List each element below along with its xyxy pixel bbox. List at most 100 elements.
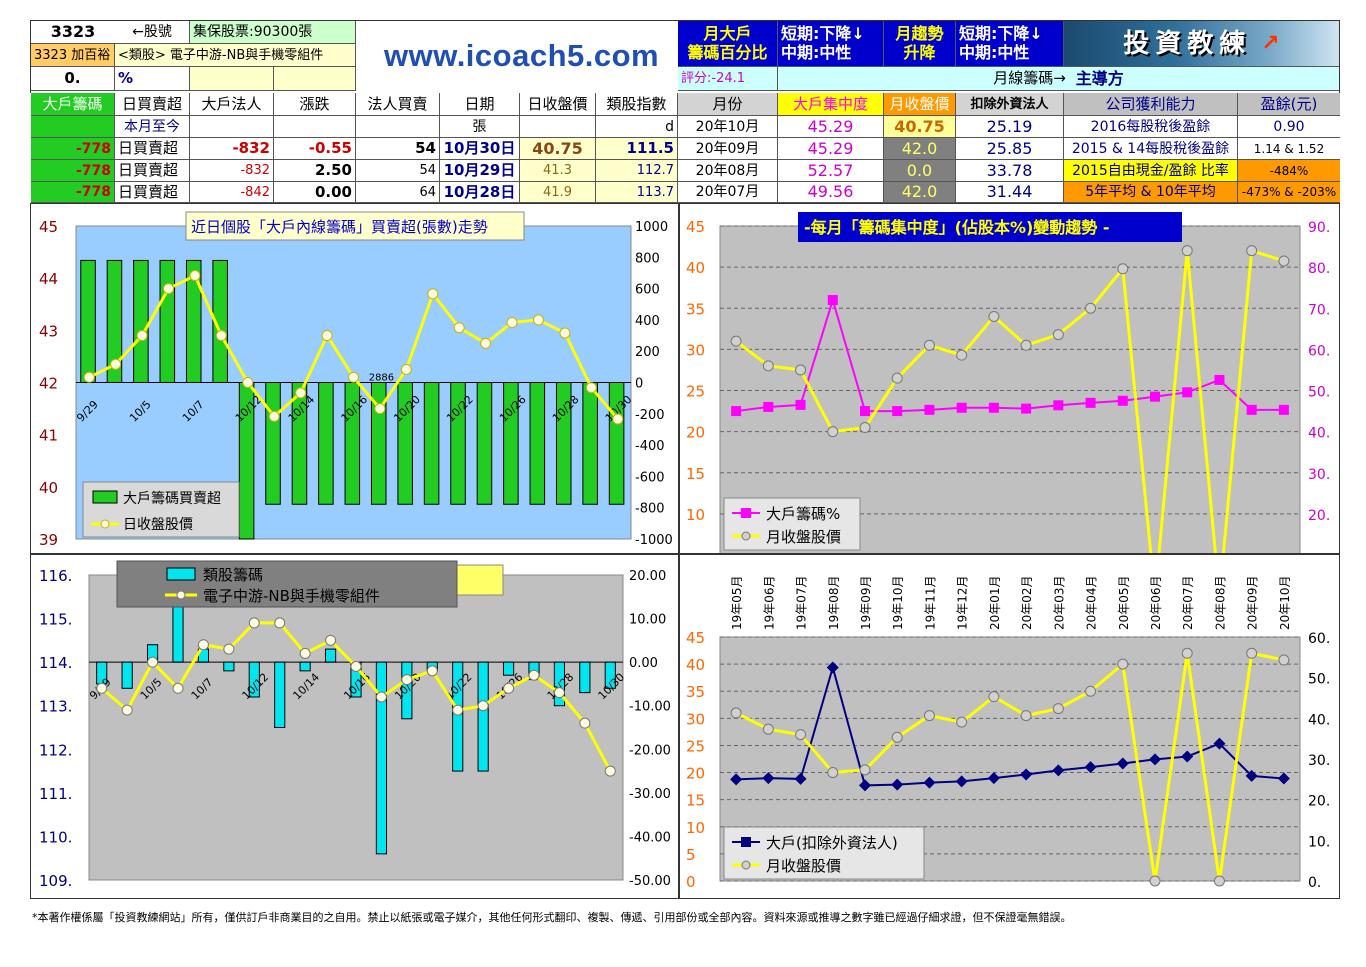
score: 評分:-24.1 xyxy=(678,67,778,91)
holders-info: 集保股票: 90300張 xyxy=(190,21,356,44)
left-tick-label: 15 xyxy=(686,465,705,483)
point-holder-concentration xyxy=(1181,750,1194,763)
x-tick-label: 20年06月 xyxy=(1149,575,1163,630)
point-monthly-close xyxy=(1181,647,1193,659)
point-monthly-close xyxy=(1149,875,1161,887)
point-holder-concentration xyxy=(1021,403,1032,414)
right-tick-label: 60. xyxy=(1308,631,1330,647)
daily-unit-cell: 張 xyxy=(440,116,520,138)
logo-banner: 投資教練 ↗ xyxy=(1064,21,1339,67)
website-link[interactable]: www.icoach5.com xyxy=(384,38,660,73)
daily-data-cell: 40.75 xyxy=(520,138,596,160)
profit-header-cell: 公司獲利能力 xyxy=(1064,93,1238,116)
point-close-price xyxy=(374,403,386,415)
right-tick-label: 40. xyxy=(1308,712,1330,728)
left-tick-label: 35 xyxy=(686,300,705,318)
legend-label: 類股籌碼 xyxy=(203,566,263,584)
point-sector-index xyxy=(528,669,540,681)
point-monthly-close xyxy=(795,729,807,741)
daily-data-cell: 54 xyxy=(356,160,440,182)
point-sector-index xyxy=(401,674,413,686)
point-sector-index xyxy=(248,617,260,629)
line-monthly-close xyxy=(735,248,1285,553)
daily-chips-chart: 45 44 43 42 41 40 39 1000 800 600 400 200 0 -200 -400 -… xyxy=(39,211,673,549)
point-holder-concentration xyxy=(795,399,806,410)
daily-header-cell: 法人買賣 xyxy=(356,93,440,116)
monthly-header-cell: 月收盤價 xyxy=(884,93,956,116)
monthly-data-cell: 31.44 xyxy=(956,182,1064,203)
short-term-status-1: 短期:下降↓ xyxy=(781,24,865,43)
chart-title: -每月「籌碼集中度」(佔股本%)變動趨勢 - xyxy=(804,218,1110,237)
logo-text: 投資教練 xyxy=(1123,28,1252,59)
point-holder-concentration xyxy=(892,406,903,417)
monthly-data-cell: 52.57 xyxy=(778,160,884,182)
profit-header-cell: 盈餘(元) xyxy=(1238,93,1340,116)
legend-swatch-point xyxy=(176,590,186,600)
x-tick-label: 19年05月 xyxy=(730,575,744,630)
bar-sector-chip xyxy=(223,661,235,672)
monthly-data-cell: 20年10月 xyxy=(678,116,778,138)
profit-data-cell: 2015自由現金/盈餘 比率 xyxy=(1064,160,1238,182)
bar-sector-chip xyxy=(172,605,184,663)
point-close-price xyxy=(189,270,201,282)
right-tick-label: 70. xyxy=(1308,302,1330,318)
chart-monthly-excluding-foreign: 45 40 35 30 25 20 15 10 5 0 60. 50. 40. 30. 20. 10. 0. 19… xyxy=(679,554,1340,899)
daily-data-cell: -778 xyxy=(31,182,115,203)
left-tick-label: 113. xyxy=(39,698,72,716)
point-close-price xyxy=(215,330,227,342)
ratio-value: 0. xyxy=(31,67,115,91)
point-holder-concentration xyxy=(1245,769,1258,782)
trend-box-2: 短期:下降↓ 中期:中性 xyxy=(956,21,1064,67)
annotation-label: 2886 xyxy=(369,373,394,384)
right-tick-label: 20. xyxy=(1308,508,1330,524)
point-sector-index xyxy=(299,647,311,659)
daily-unit-cell: d xyxy=(596,116,678,138)
profit-data-cell: -473% & -203% xyxy=(1238,182,1340,203)
daily-data-cell: 113.7 xyxy=(596,182,678,203)
point-holder-concentration xyxy=(794,772,807,785)
right-tick-label: 40. xyxy=(1308,426,1330,442)
ratio-unit: % xyxy=(115,67,190,91)
point-close-price xyxy=(427,288,439,300)
left-tick-label: 45 xyxy=(686,629,705,647)
point-monthly-close xyxy=(1117,658,1129,670)
point-holder-concentration xyxy=(1246,404,1257,415)
daily-data-cell: -778 xyxy=(31,160,115,182)
point-monthly-close xyxy=(1020,339,1032,351)
point-holder-concentration xyxy=(956,402,967,413)
bar-sector-chip xyxy=(324,648,337,663)
daily-header-cell: 日買賣超 xyxy=(115,93,190,116)
left-tick-label: 25 xyxy=(686,737,705,755)
legend-label: 電子中游-NB與手機零組件 xyxy=(203,587,380,605)
point-monthly-close xyxy=(988,310,1000,322)
point-close-price xyxy=(348,371,359,383)
bar-big-holder-chip xyxy=(476,382,493,505)
monthly-data-cell: 42.0 xyxy=(884,138,956,160)
left-tick-label: 5 xyxy=(686,846,696,864)
monthly-data-cell: 49.56 xyxy=(778,182,884,203)
left-tick-label: 43 xyxy=(39,322,58,340)
bar-sector-chip xyxy=(502,661,515,676)
right-tick-label: 30. xyxy=(1308,753,1330,769)
daily-data-cell: -0.55 xyxy=(274,138,356,160)
point-holder-concentration xyxy=(1213,737,1226,750)
daily-unit-cell xyxy=(520,116,596,138)
point-monthly-close xyxy=(1246,245,1258,257)
monthly-trend-label: 月趨勢 升降 xyxy=(884,21,956,67)
right-tick-label: -50.00 xyxy=(629,874,671,889)
point-holder-concentration xyxy=(1182,387,1193,398)
right-tick-label: 20.00 xyxy=(629,569,666,584)
right-tick-label: 80. xyxy=(1308,261,1330,277)
line-monthly-close xyxy=(735,651,1285,882)
point-close-price xyxy=(242,377,254,388)
logo-chart-icon: ↗ xyxy=(1261,30,1280,56)
legend-swatch-point xyxy=(741,837,751,847)
point-monthly-close xyxy=(891,372,903,384)
point-sector-index xyxy=(96,682,108,694)
point-sector-index xyxy=(553,687,565,699)
ratio-empty-2 xyxy=(274,67,356,91)
point-monthly-close xyxy=(859,422,871,434)
monthly-header-cell: 大戶集中度 xyxy=(778,93,884,116)
bar-sector-chip xyxy=(579,661,591,694)
point-close-price xyxy=(585,382,597,394)
